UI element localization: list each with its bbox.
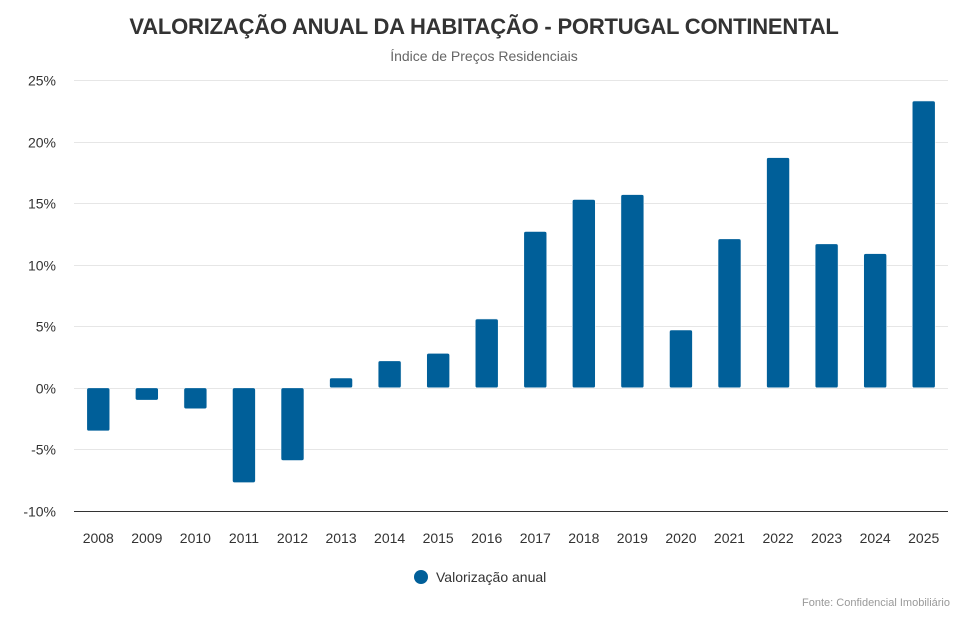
y-tick-label: 5% [36,319,56,335]
bar-2015[interactable] [426,353,450,389]
x-tick-label: 2010 [180,530,211,546]
y-tick-label: 15% [28,196,56,212]
bar-2011[interactable] [232,387,256,483]
bar-2010[interactable] [183,387,208,410]
y-tick-label: -10% [23,504,56,520]
y-tick-label: 20% [28,135,56,151]
x-tick-label: 2018 [568,530,599,546]
source-credits: Fonte: Confidencial Imobiliário [802,597,950,609]
x-tick-label: 2016 [471,530,502,546]
bar-2019[interactable] [620,194,645,389]
bar-2012[interactable] [280,387,305,461]
x-tick-label: 2025 [908,530,939,546]
x-tick-label: 2024 [860,530,891,546]
bar-2020[interactable] [669,329,693,389]
bar-2018[interactable] [572,199,596,389]
x-tick-label: 2017 [520,530,551,546]
y-tick-label: -5% [31,442,56,458]
bar-2024[interactable] [863,253,887,389]
x-tick-label: 2012 [277,530,308,546]
bar-2023[interactable] [814,243,839,389]
chart-subtitle: Índice de Preços Residenciais [390,48,578,64]
chart-title: VALORIZAÇÃO ANUAL DA HABITAÇÃO - PORTUGA… [129,14,839,39]
x-tick-label: 2020 [665,530,696,546]
y-tick-label: 0% [36,381,56,397]
bar-2016[interactable] [474,318,499,389]
x-tick-label: 2021 [714,530,745,546]
x-tick-label: 2014 [374,530,405,546]
bar-2021[interactable] [717,238,742,389]
bar-2017[interactable] [523,231,548,389]
legend-marker-icon [414,570,428,584]
bar-2014[interactable] [377,360,402,389]
bar-2025[interactable] [911,100,936,389]
x-tick-label: 2019 [617,530,648,546]
x-tick-label: 2009 [131,530,162,546]
bar-2009[interactable] [135,387,159,401]
bar-2008[interactable] [86,387,111,432]
x-tick-label: 2022 [762,530,793,546]
legend-item-valorizacao-anual[interactable]: Valorização anual [414,569,546,585]
x-tick-label: 2011 [229,530,259,546]
legend-label: Valorização anual [436,569,547,585]
y-tick-label: 25% [28,73,56,89]
x-tick-label: 2008 [83,530,114,546]
bar-2013[interactable] [329,377,353,389]
y-tick-label: 10% [28,258,56,274]
bar-2022[interactable] [766,157,790,389]
x-tick-label: 2013 [325,530,356,546]
x-tick-label: 2023 [811,530,842,546]
x-tick-label: 2015 [423,530,454,546]
